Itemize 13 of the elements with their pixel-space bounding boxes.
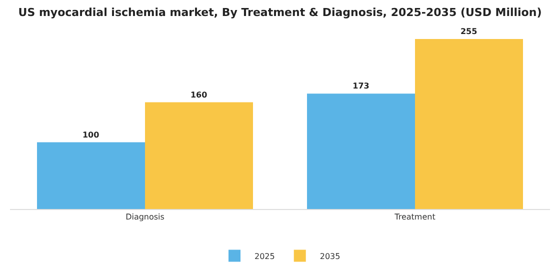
x-tick-label: Treatment <box>394 212 436 222</box>
x-tick-label: Diagnosis <box>126 212 164 222</box>
bar <box>415 38 523 209</box>
data-label: 255 <box>460 26 478 36</box>
bar <box>37 142 145 209</box>
legend-label: 2025 <box>254 252 275 261</box>
legend-label: 2035 <box>320 252 340 261</box>
data-label: 173 <box>352 82 370 91</box>
data-label: 100 <box>82 130 100 140</box>
chart-title: US myocardial ischemia market, By Treatment & Diagnosis, 2025-2035 (USD Million) <box>18 6 542 20</box>
bar <box>145 102 253 209</box>
bar <box>307 94 415 209</box>
data-label: 160 <box>190 90 208 100</box>
